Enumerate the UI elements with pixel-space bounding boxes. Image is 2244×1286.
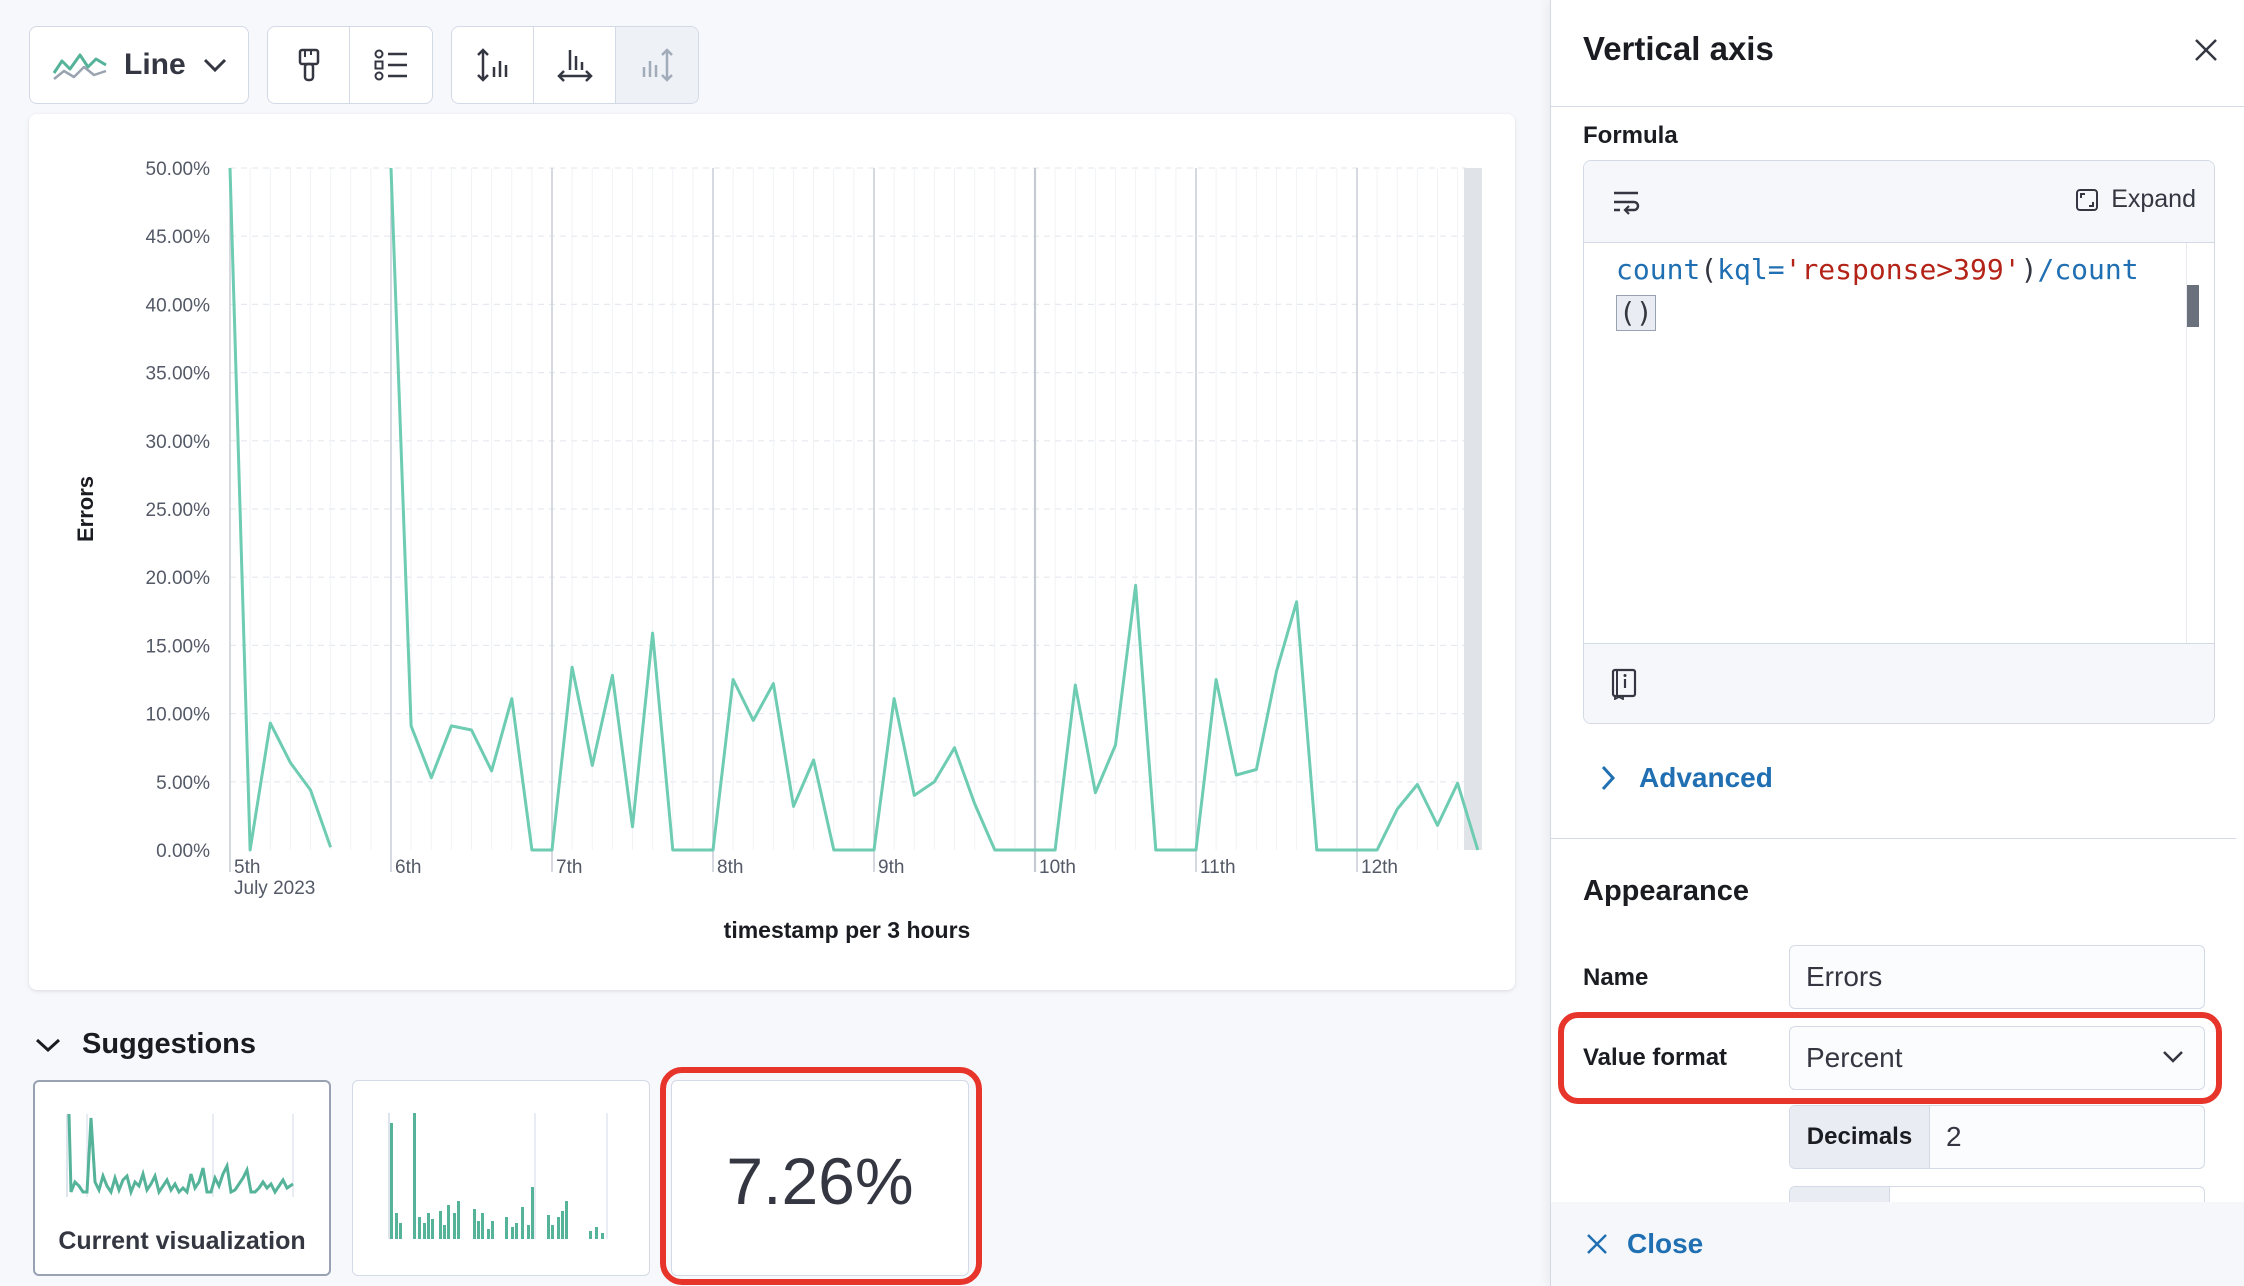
left-axis-icon — [476, 48, 507, 82]
name-field[interactable]: Errors — [1789, 945, 2205, 1009]
decimals-label: Decimals — [1790, 1106, 1930, 1168]
chevron-down-icon — [35, 1038, 61, 1052]
right-axis-button[interactable] — [616, 27, 698, 103]
formula-code[interactable]: count(kql='response>399')/count () — [1616, 249, 2156, 334]
formula-scrollbar[interactable] — [2186, 243, 2214, 643]
vertical-axis-flyout: Vertical axis Formula Expand count(kq — [1550, 0, 2244, 1286]
formula-paren-close: ) — [2020, 253, 2038, 286]
y-tick-label: 5.00% — [156, 773, 210, 794]
chart-type-group: Line — [29, 26, 249, 104]
formula-cursor-parens: () — [1616, 295, 1656, 331]
line-thumbnail — [66, 1113, 294, 1197]
y-tick-label: 40.00% — [146, 295, 211, 316]
legend-icon — [374, 49, 407, 81]
close-icon — [1587, 1234, 1607, 1254]
decimals-value: 2 — [1946, 1121, 1962, 1152]
flyout-title: Vertical axis — [1583, 30, 1774, 67]
legend-options-button[interactable] — [350, 27, 432, 103]
suggestion-metric[interactable]: 7.26% — [671, 1080, 969, 1276]
y-tick-label: 50.00% — [146, 159, 211, 180]
formula-kql-arg: kql= — [1717, 253, 1785, 286]
x-tick-label: 12th — [1361, 857, 1398, 878]
style-legend-group — [267, 26, 433, 104]
left-axis-button[interactable] — [452, 27, 534, 103]
x-axis-title: timestamp per 3 hours — [724, 917, 971, 943]
value-format-value: Percent — [1806, 1042, 1903, 1073]
y-tick-label: 30.00% — [146, 432, 211, 453]
y-tick-label: 10.00% — [146, 705, 211, 726]
suggestion-bar-chart[interactable] — [352, 1080, 650, 1276]
x-tick-sublabel: July 2023 — [234, 878, 315, 899]
errors-series-line — [389, 167, 1480, 852]
x-tick-label: 6th — [395, 857, 421, 878]
metric-value: 7.26% — [726, 1144, 914, 1218]
partial-field-prepend — [1790, 1187, 1890, 1206]
y-tick-label: 45.00% — [146, 227, 211, 248]
chart-type-switcher[interactable]: Line — [30, 27, 248, 103]
paintbrush-icon — [298, 48, 319, 82]
expand-button[interactable]: Expand — [2075, 185, 2196, 214]
formula-fn-count: count — [1616, 253, 1701, 286]
advanced-divider — [1551, 838, 2236, 839]
formula-string: 'response>399' — [1784, 253, 2021, 286]
axis-options-group — [451, 26, 699, 104]
x-tick-label: 5th — [234, 857, 260, 878]
current-visualization-caption: Current visualization — [58, 1227, 306, 1255]
flyout-header-divider — [1551, 106, 2244, 107]
decimals-field[interactable]: Decimals 2 — [1789, 1105, 2205, 1169]
suggestions-toggle[interactable]: Suggestions — [34, 1028, 256, 1061]
formula-label: Formula — [1583, 122, 1678, 149]
formula-editor-footer — [1584, 643, 2214, 723]
errors-series-line — [228, 167, 333, 852]
x-tick-label: 7th — [556, 857, 582, 878]
y-tick-label: 0.00% — [156, 841, 210, 862]
partial-field[interactable] — [1789, 1186, 2205, 1206]
appearance-heading: Appearance — [1583, 875, 1750, 907]
expand-icon — [2076, 188, 2099, 211]
y-tick-label: 35.00% — [146, 364, 211, 385]
name-label: Name — [1583, 964, 1649, 991]
bar-thumbnail — [388, 1113, 608, 1239]
visual-options-button[interactable] — [268, 27, 350, 103]
bottom-axis-icon — [556, 50, 593, 82]
line-chart-icon — [52, 53, 107, 80]
suggestion-current-visualization[interactable]: Current visualization — [33, 1080, 331, 1276]
x-tick-label: 10th — [1039, 857, 1076, 878]
name-value: Errors — [1806, 961, 1883, 992]
x-tick-label: 9th — [878, 857, 904, 878]
y-axis-title: Errors — [73, 476, 98, 542]
right-axis-icon — [642, 48, 673, 82]
formula-paren-open: ( — [1700, 253, 1718, 286]
close-icon[interactable] — [2192, 36, 2220, 64]
expand-label: Expand — [2111, 185, 2196, 213]
advanced-toggle[interactable]: Advanced — [1599, 762, 1773, 794]
formula-editor[interactable]: Expand count(kql='response>399')/count () — [1583, 160, 2215, 724]
word-wrap-icon[interactable] — [1612, 189, 1642, 215]
y-tick-label: 25.00% — [146, 500, 211, 521]
y-tick-label: 15.00% — [146, 636, 211, 657]
x-tick-label: 11th — [1200, 857, 1236, 878]
value-format-select[interactable]: Percent — [1789, 1026, 2205, 1090]
bottom-axis-button[interactable] — [534, 27, 616, 103]
chart-panel: 50.00% 45.00% 40.00% 35.00% 30.00% 25.00% 20.0… — [29, 114, 1515, 990]
chevron-down-icon — [2163, 1051, 2183, 1063]
errors-line-chart[interactable]: 50.00% 45.00% 40.00% 35.00% 30.00% 25.00% 20.0… — [29, 114, 1515, 990]
close-button[interactable]: Close — [1627, 1228, 1704, 1259]
y-tick-label: 20.00% — [146, 568, 211, 589]
formula-divide-count: /count — [2037, 253, 2139, 286]
chevron-down-icon — [203, 58, 226, 73]
formula-editor-toolbar: Expand — [1584, 161, 2214, 243]
chart-type-label: Line — [124, 48, 186, 81]
formula-scroll-thumb[interactable] — [2187, 285, 2199, 327]
documentation-icon[interactable] — [1610, 668, 1638, 700]
chevron-right-icon — [1601, 765, 1616, 791]
flyout-footer: Close — [1551, 1202, 2244, 1286]
value-format-label: Value format — [1583, 1044, 1728, 1071]
workspace-toolbar: Line — [29, 26, 699, 104]
x-tick-label: 8th — [717, 857, 743, 878]
chart-end-band — [1464, 168, 1482, 850]
advanced-label: Advanced — [1639, 762, 1773, 793]
suggestions-title: Suggestions — [82, 1028, 257, 1060]
